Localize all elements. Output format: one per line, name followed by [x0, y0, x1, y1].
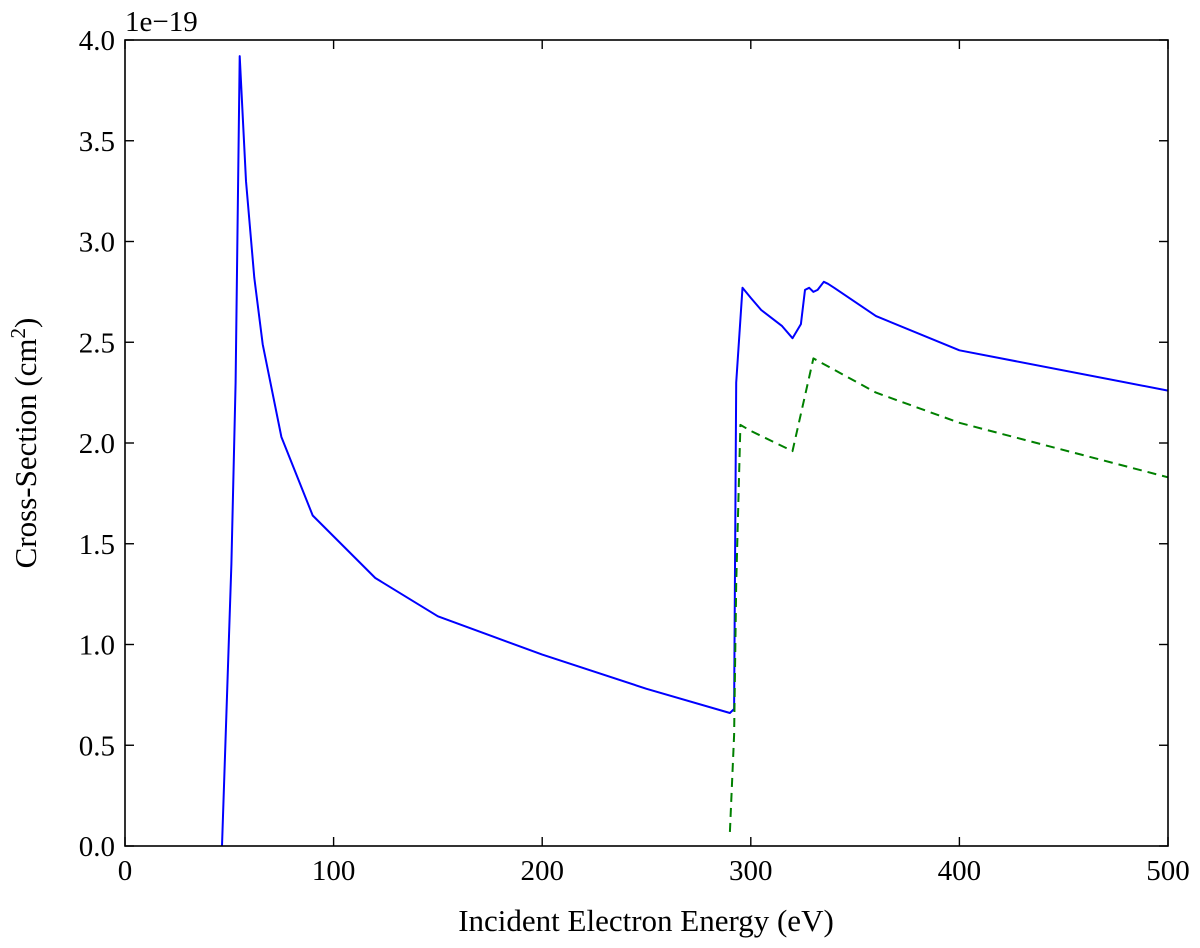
- series-line-1: [221, 55, 1169, 847]
- x-tick-label: 500: [1146, 855, 1190, 887]
- y-axis-title-main: Cross-Section (cm: [8, 338, 43, 568]
- x-tick-label: 0: [118, 855, 133, 887]
- y-tick-label: 4.0: [79, 25, 115, 57]
- y-axis-title-tail: ): [8, 318, 43, 328]
- y-tick-label: 3.5: [79, 126, 115, 158]
- y-tick-label: 0.0: [79, 831, 115, 863]
- plot-frame: [124, 39, 1169, 847]
- x-axis-title: Incident Electron Energy (eV): [458, 903, 834, 938]
- y-axis-title: Cross-Section (cm2): [6, 318, 43, 569]
- plot-background: [125, 40, 1168, 846]
- y-axis-title-sup: 2: [6, 328, 30, 339]
- x-tick-label: 100: [312, 855, 356, 887]
- y-tick-label: 3.0: [79, 227, 115, 259]
- y-tick-label: 0.5: [79, 730, 115, 762]
- x-tick-label: 400: [938, 855, 982, 887]
- y-tick-label: 1.0: [79, 630, 115, 662]
- series-line-2: [728, 357, 1169, 832]
- tick-labels-layer: 0 100 200 300 400 500 0.0 0.5 1.0 1.5 2.0 2.5 3.0 3.5…: [79, 25, 1190, 887]
- x-tick-label: 300: [729, 855, 773, 887]
- y-tick-label: 2.5: [79, 327, 115, 359]
- y-offset-label: 1e−19: [125, 6, 198, 38]
- y-tick-label: 2.0: [79, 428, 115, 460]
- y-tick-label: 1.5: [79, 529, 115, 561]
- x-tick-label: 200: [520, 855, 564, 887]
- series-layer: [221, 55, 1169, 847]
